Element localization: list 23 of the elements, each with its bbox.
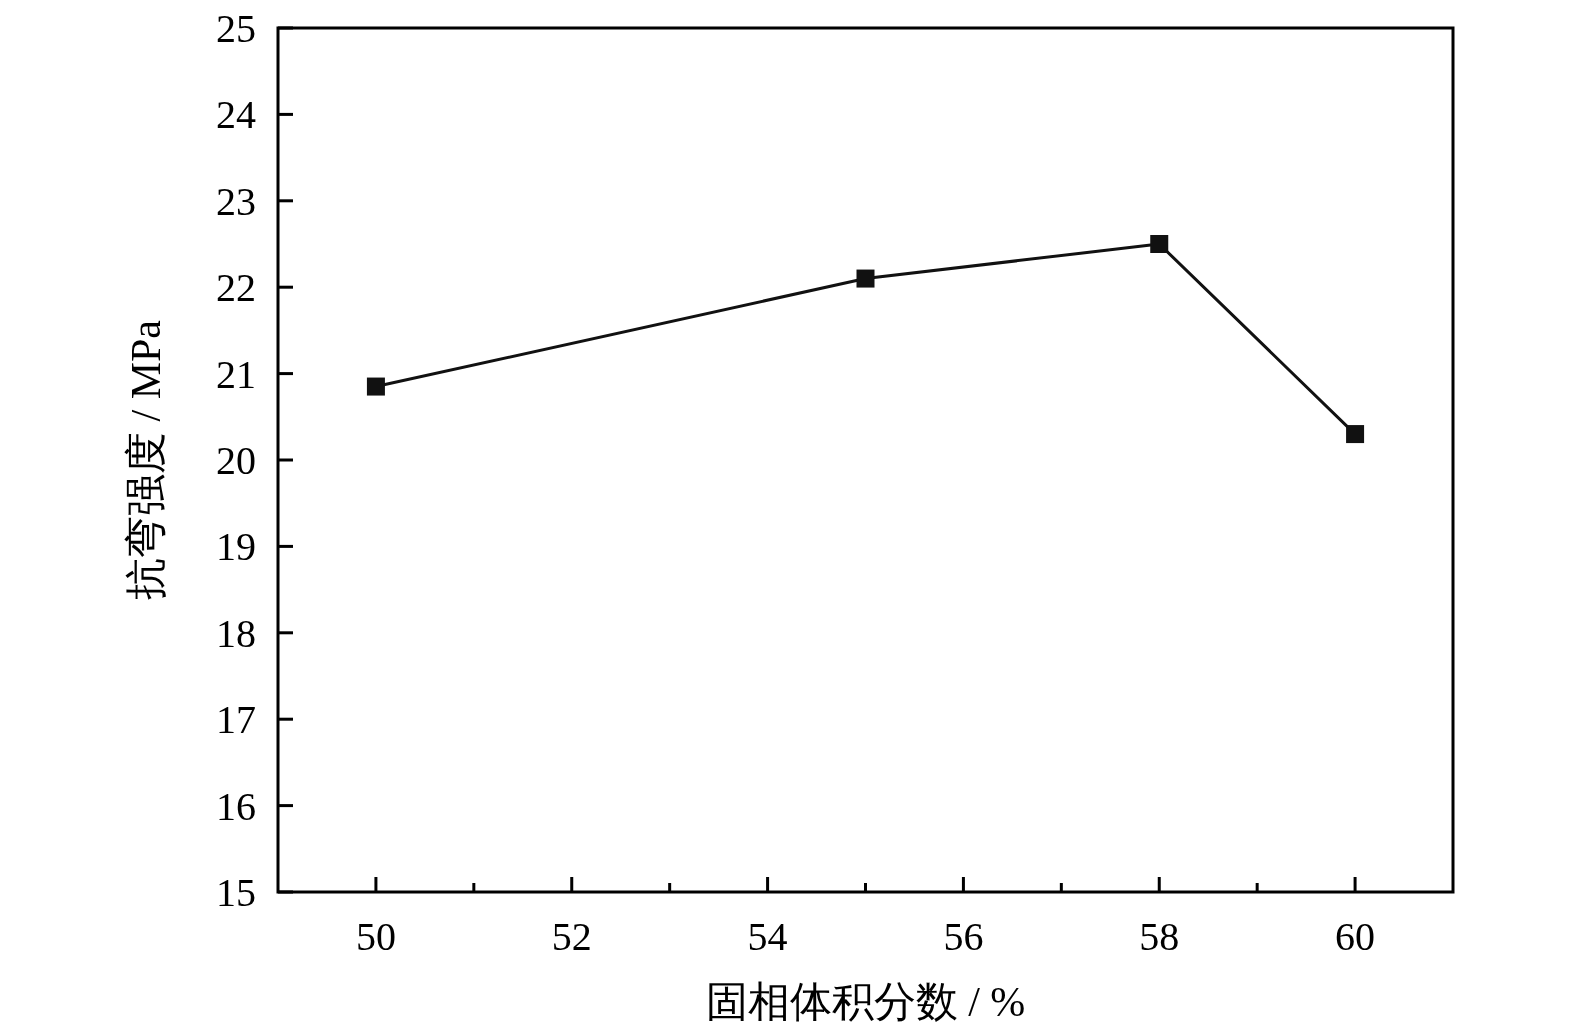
point [366,377,385,396]
x-tick-label: 54 [747,914,788,959]
y-tick-label: 19 [216,524,256,570]
y-tick-label: 25 [216,6,256,51]
y-tick-label: 17 [216,697,256,743]
y-axis-title: 抗弯强度 / MPa [123,319,169,601]
y-tick-label: 23 [216,178,256,224]
x-tick-label: 52 [551,914,592,959]
point [1346,425,1365,444]
x-tick-label: 50 [355,914,396,959]
x-axis-title: 固相体积分数 / % [705,979,1026,1025]
x-tick-label: 56 [943,914,984,959]
point [1150,235,1169,253]
y-tick-label: 24 [216,92,256,138]
y-tick-label: 20 [216,438,256,483]
point [856,269,875,288]
y-tick-label: 15 [216,870,256,915]
x-tick-label: 60 [1335,914,1376,959]
y-tick-label: 18 [216,610,256,656]
x-tick-label: 58 [1139,914,1180,959]
y-tick-label: 21 [216,351,256,397]
y-tick-label: 22 [216,265,256,311]
y-tick-label: 16 [216,783,256,829]
